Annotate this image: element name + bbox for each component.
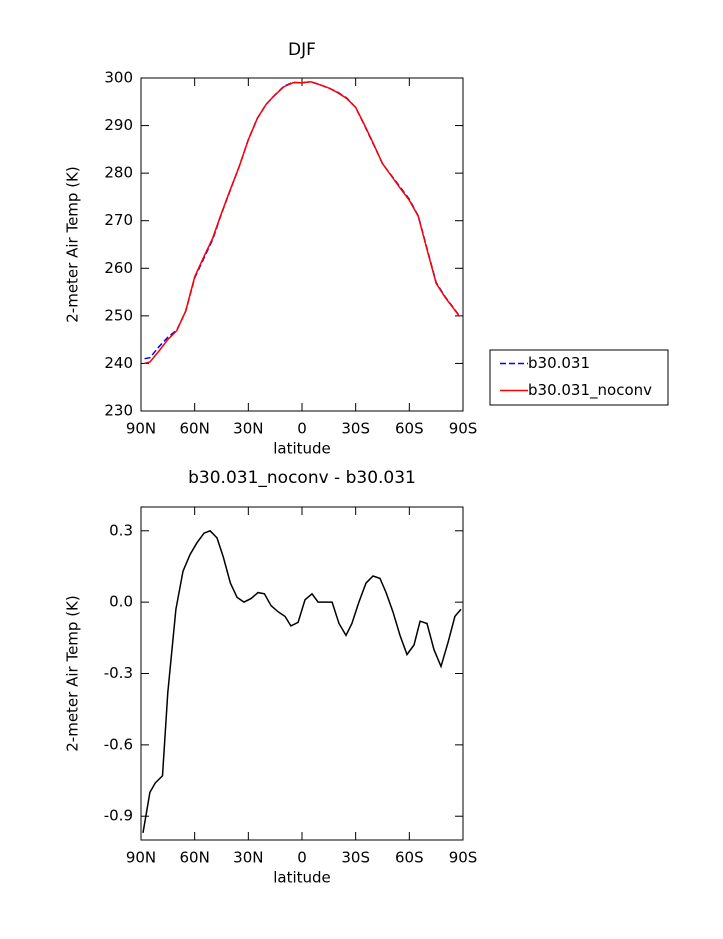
x-tick-label: 60N bbox=[180, 420, 210, 438]
x-tick-label: 90N bbox=[126, 849, 156, 867]
line-series bbox=[144, 81, 461, 360]
x-tick-label: 30S bbox=[341, 420, 370, 438]
line-series bbox=[144, 81, 461, 365]
y-tick-label: 0.0 bbox=[109, 593, 133, 611]
y-tick-label: 270 bbox=[104, 211, 133, 229]
line-series bbox=[142, 529, 462, 834]
x-tick-label: 60S bbox=[395, 420, 424, 438]
x-tick-label: 30S bbox=[341, 849, 370, 867]
x-tick-label: 90S bbox=[449, 420, 478, 438]
y-tick-label: 290 bbox=[104, 116, 133, 134]
y-tick-label: 240 bbox=[104, 354, 133, 372]
x-axis-label: latitude bbox=[273, 869, 331, 887]
y-tick-label: 0.3 bbox=[109, 521, 133, 539]
x-tick-label: 30N bbox=[233, 420, 263, 438]
x-tick-label: 0 bbox=[297, 420, 307, 438]
y-tick-label: 300 bbox=[104, 69, 133, 87]
x-tick-label: 60N bbox=[180, 849, 210, 867]
y-tick-label: -0.3 bbox=[104, 664, 133, 682]
y-tick-label: 250 bbox=[104, 306, 133, 324]
legend-box bbox=[489, 349, 669, 406]
chart-title: DJF bbox=[288, 40, 316, 60]
y-tick-label: 230 bbox=[104, 402, 133, 420]
plot-frame bbox=[140, 77, 464, 412]
y-tick-label: 280 bbox=[104, 164, 133, 182]
x-tick-label: 60S bbox=[395, 849, 424, 867]
x-tick-label: 0 bbox=[297, 849, 307, 867]
legend-label: b30.031_noconv bbox=[528, 381, 652, 400]
x-tick-label: 30N bbox=[233, 849, 263, 867]
y-axis-label: 2-meter Air Temp (K) bbox=[64, 166, 82, 323]
y-tick-label: 260 bbox=[104, 259, 133, 277]
x-tick-label: 90S bbox=[449, 849, 478, 867]
chart-title: b30.031_noconv - b30.031 bbox=[188, 468, 416, 488]
y-tick-label: -0.9 bbox=[104, 807, 133, 825]
x-axis-label: latitude bbox=[273, 440, 331, 458]
x-tick-label: 90N bbox=[126, 420, 156, 438]
y-tick-label: -0.6 bbox=[104, 735, 133, 753]
legend-label: b30.031 bbox=[528, 354, 590, 372]
y-axis-label: 2-meter Air Temp (K) bbox=[64, 595, 82, 752]
